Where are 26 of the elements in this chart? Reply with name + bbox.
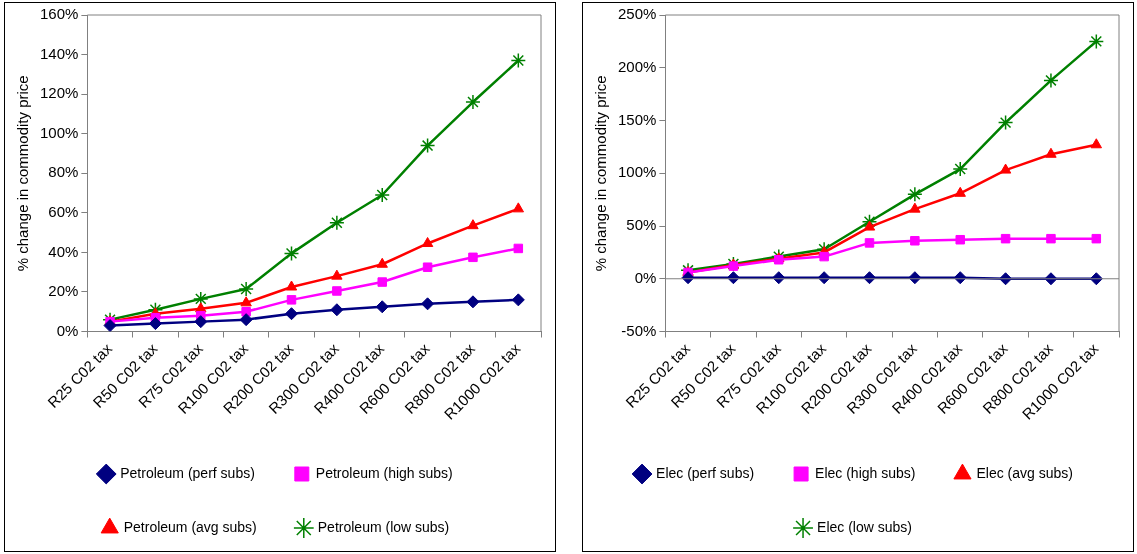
- y-tick-label: 20%: [48, 282, 79, 300]
- y-tick-label: -50%: [621, 321, 657, 339]
- legend-label: Elec (high subs): [815, 464, 916, 481]
- y-tick-label: 40%: [48, 242, 79, 260]
- y-tick-label: 80%: [48, 163, 79, 181]
- legend-label: Petroleum (avg subs): [123, 518, 257, 535]
- y-tick-label: 250%: [617, 5, 657, 23]
- legend-label: Elec (avg subs): [976, 464, 1073, 481]
- y-tick-label: 50%: [626, 216, 657, 234]
- y-tick-label: 100%: [617, 163, 657, 181]
- y-tick-label: 140%: [39, 44, 79, 62]
- legend-label: Petroleum (low subs): [317, 518, 450, 535]
- legend-label: Elec (perf subs): [656, 464, 755, 481]
- y-axis-title: % change in commodity price: [14, 75, 32, 272]
- y-tick-label: 160%: [39, 5, 79, 23]
- y-tick-label: 200%: [617, 57, 657, 75]
- y-tick-label: 120%: [39, 84, 79, 102]
- y-tick-label: 0%: [634, 268, 657, 286]
- legend-label: Petroleum (perf subs): [120, 464, 255, 481]
- legend-label: Elec (low subs): [817, 518, 912, 535]
- y-tick-label: 60%: [48, 202, 79, 220]
- y-tick-label: 100%: [39, 123, 79, 141]
- y-tick-label: 150%: [617, 110, 657, 128]
- y-tick-label: 0%: [56, 321, 79, 339]
- legend-label: Petroleum (high subs): [315, 464, 453, 481]
- y-axis-title: % change in commodity price: [592, 75, 610, 272]
